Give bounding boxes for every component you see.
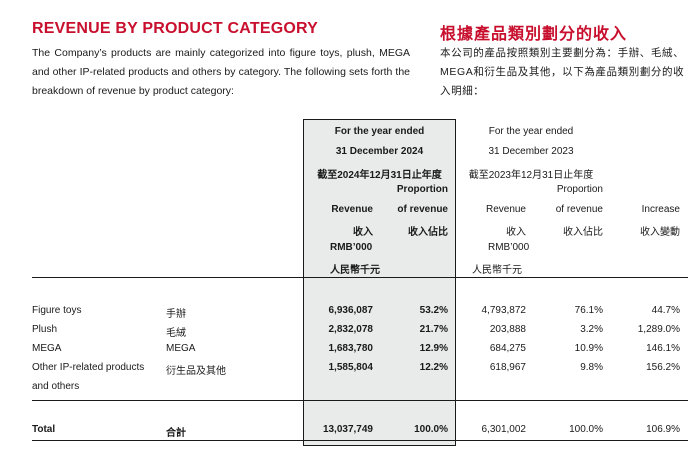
total-increase: 106.9% xyxy=(646,424,680,435)
header-2024-line2: 31 December 2024 xyxy=(335,146,424,157)
header-2023-rmb-zh: 人民幣千元 xyxy=(472,265,522,276)
row-figure-toys-prop2023: 76.1% xyxy=(574,305,603,316)
header-2024-revenue: Revenue xyxy=(331,204,373,215)
header-2024-rmb-zh: 人民幣千元 xyxy=(330,265,380,276)
row-mega-rev2023: 684,275 xyxy=(489,343,526,354)
row-plush-prop2024: 21.7% xyxy=(419,324,448,335)
header-2024-line1: For the year ended xyxy=(334,126,425,137)
total-prop2024: 100.0% xyxy=(414,424,448,435)
row-other-prop2023: 9.8% xyxy=(580,362,603,373)
row-figure-toys-increase: 44.7% xyxy=(651,305,680,316)
row-mega-prop2023: 10.9% xyxy=(574,343,603,354)
row-plush-label-zh: 毛絨 xyxy=(166,328,186,339)
header-2023-of-revenue: of revenue xyxy=(555,204,603,215)
row-mega-prop2024: 12.9% xyxy=(419,343,448,354)
row-figure-toys-prop2024: 53.2% xyxy=(419,305,448,316)
header-2023-zh: 截至2023年12月31日止年度 xyxy=(468,170,594,181)
header-2024-of-revenue: of revenue xyxy=(397,204,448,215)
header-2023-revenue: Revenue xyxy=(485,204,526,215)
header-2024-zh: 截至2024年12月31日止年度 xyxy=(317,170,442,181)
row-other-label: Other IP-related products xyxy=(32,362,145,373)
intro-paragraph-zh: 本公司的產品按照類別主要劃分為：手辦、毛絨、MEGA和衍生品及其他，以下為產品類… xyxy=(440,47,685,97)
row-other-prop2024: 12.2% xyxy=(419,362,448,373)
row-other-rev2024: 1,585,804 xyxy=(328,362,374,373)
total-top-divider xyxy=(32,400,688,401)
row-plush-rev2023: 203,888 xyxy=(489,324,526,335)
row-mega-label: MEGA xyxy=(32,343,62,354)
total-rev2024: 13,037,749 xyxy=(322,424,373,435)
row-other-label-zh: 衍生品及其他 xyxy=(166,366,226,377)
header-2023-proportion-zh: 收入佔比 xyxy=(563,227,603,238)
header-increase-zh: 收入變動 xyxy=(640,227,680,238)
row-mega-rev2024: 1,683,780 xyxy=(328,343,374,354)
row-other-rev2023: 618,967 xyxy=(489,362,526,373)
row-plush-label: Plush xyxy=(32,324,58,335)
header-2024-proportion-zh: 收入佔比 xyxy=(408,227,448,238)
row-other-increase: 156.2% xyxy=(646,362,680,373)
total-bottom-divider xyxy=(32,440,688,441)
row-plush-increase: 1,289.0% xyxy=(637,324,680,335)
row-plush-rev2024: 2,832,078 xyxy=(328,324,374,335)
header-2023-line2: 31 December 2023 xyxy=(488,146,574,157)
row-figure-toys-label: Figure toys xyxy=(32,305,82,316)
header-divider xyxy=(32,277,688,278)
total-label-zh: 合計 xyxy=(166,428,186,439)
row-figure-toys-label-zh: 手辦 xyxy=(166,309,186,320)
row-figure-toys-rev2023: 4,793,872 xyxy=(481,305,527,316)
total-rev2023: 6,301,002 xyxy=(481,424,527,435)
intro-paragraph-en: The Company’s products are mainly catego… xyxy=(32,47,410,97)
header-2024-proportion: Proportion xyxy=(396,184,448,195)
header-2023-revenue-zh: 收入 xyxy=(506,227,526,238)
row-other-label-line2: and others xyxy=(32,381,80,392)
header-increase: Increase xyxy=(641,204,680,215)
header-2023-line1: For the year ended xyxy=(488,126,574,137)
row-figure-toys-rev2024: 6,936,087 xyxy=(328,305,374,316)
header-2024-revenue-zh: 收入 xyxy=(353,227,373,238)
highlighted-2024-column xyxy=(303,119,456,446)
section-title-en: REVENUE BY PRODUCT CATEGORY xyxy=(32,20,319,37)
header-2023-proportion: Proportion xyxy=(556,184,603,195)
total-label: Total xyxy=(32,424,56,435)
row-mega-increase: 146.1% xyxy=(646,343,680,354)
header-2024-rmb: RMB’000 xyxy=(330,242,373,253)
section-title-zh: 根據產品類別劃分的收入 xyxy=(440,26,628,43)
row-plush-prop2023: 3.2% xyxy=(580,324,603,335)
total-prop2023: 100.0% xyxy=(569,424,603,435)
row-mega-label-zh: MEGA xyxy=(166,343,196,354)
header-2023-rmb: RMB’000 xyxy=(488,242,530,253)
